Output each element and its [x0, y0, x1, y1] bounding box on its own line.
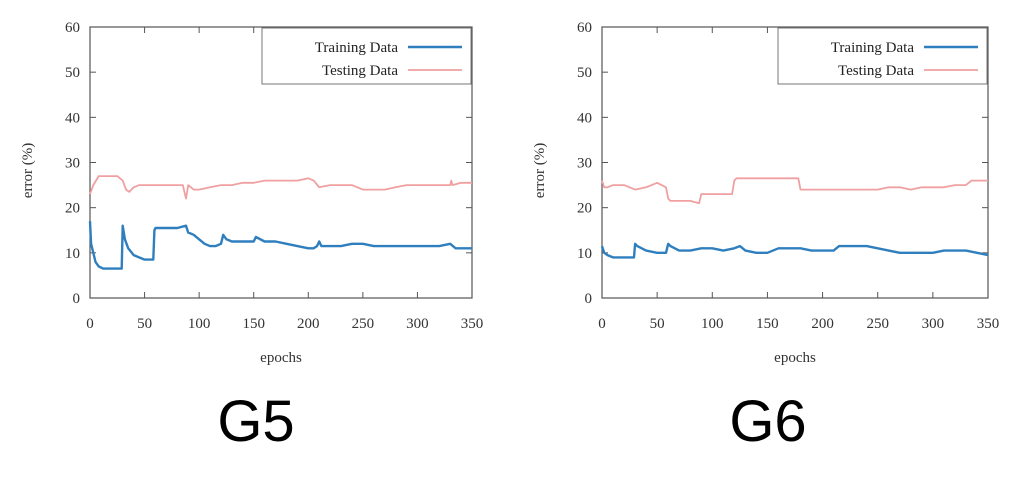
- panel-label-g6: G6: [729, 389, 807, 454]
- series-line-training-data: [600, 242, 989, 259]
- x-axis-title: epochs: [774, 350, 816, 366]
- legend-label: Testing Data: [322, 63, 398, 79]
- y-tick-label: 0: [585, 291, 593, 307]
- x-tick-label: 300: [922, 316, 945, 332]
- chart-panel-g5: 0 10 20 30 40 50 60 0 50 100 150 200 250 300 350 epochs…: [20, 20, 484, 454]
- y-axis-title: error (%): [532, 143, 548, 198]
- x-tick-label: 150: [242, 316, 265, 332]
- y-tick-label: 50: [65, 65, 80, 81]
- panel-label-g5: G5: [217, 389, 295, 454]
- y-tick-label: 10: [65, 246, 80, 262]
- x-tick-label: 200: [297, 316, 320, 332]
- series-line-training-data: [88, 221, 472, 270]
- x-tick-label: 100: [701, 316, 724, 332]
- x-tick-label: 150: [756, 316, 779, 332]
- series-line-testing-data: [89, 175, 472, 200]
- legend-label: Training Data: [831, 40, 915, 56]
- legend-label: Training Data: [315, 40, 399, 56]
- x-tick-label: 0: [86, 316, 94, 332]
- y-tick-label: 40: [577, 110, 592, 126]
- x-tick-label: 250: [866, 316, 889, 332]
- chart-panel-g6: 0 10 20 30 40 50 60 0 50 100 150 200 250 300 350 epochs…: [512, 0, 1024, 497]
- legend-box: [261, 27, 472, 85]
- y-tick-label: 50: [577, 65, 592, 81]
- chart-svg-g5: 0 10 20 30 40 50 60 0 50 100 150 200 250 300 350 epochs…: [20, 20, 484, 366]
- y-tick-label: 30: [65, 156, 80, 172]
- legend-label: Testing Data: [838, 63, 914, 79]
- chart-svg-g6: 0 10 20 30 40 50 60 0 50 100 150 200 250 300 350 epochs…: [532, 20, 1000, 366]
- y-tick-label: 30: [577, 156, 592, 172]
- x-tick-label: 100: [188, 316, 211, 332]
- y-tick-label: 60: [65, 20, 80, 36]
- y-tick-label: 60: [577, 20, 592, 36]
- x-tick-label: 50: [650, 316, 665, 332]
- x-tick-label: 0: [598, 316, 606, 332]
- y-tick-label: 40: [65, 110, 80, 126]
- y-tick-label: 0: [73, 291, 81, 307]
- legend-box: [777, 27, 988, 85]
- x-axis-title: epochs: [260, 350, 302, 366]
- x-tick-label: 250: [352, 316, 375, 332]
- y-tick-label: 20: [577, 201, 592, 217]
- x-tick-label: 350: [461, 316, 484, 332]
- y-tick-label: 20: [65, 201, 80, 217]
- y-axis-title: error (%): [20, 143, 36, 198]
- y-tick-label: 10: [577, 246, 592, 262]
- x-tick-label: 50: [137, 316, 152, 332]
- x-tick-label: 200: [811, 316, 834, 332]
- x-tick-label: 300: [406, 316, 429, 332]
- x-tick-label: 350: [977, 316, 1000, 332]
- series-line-testing-data: [601, 177, 988, 205]
